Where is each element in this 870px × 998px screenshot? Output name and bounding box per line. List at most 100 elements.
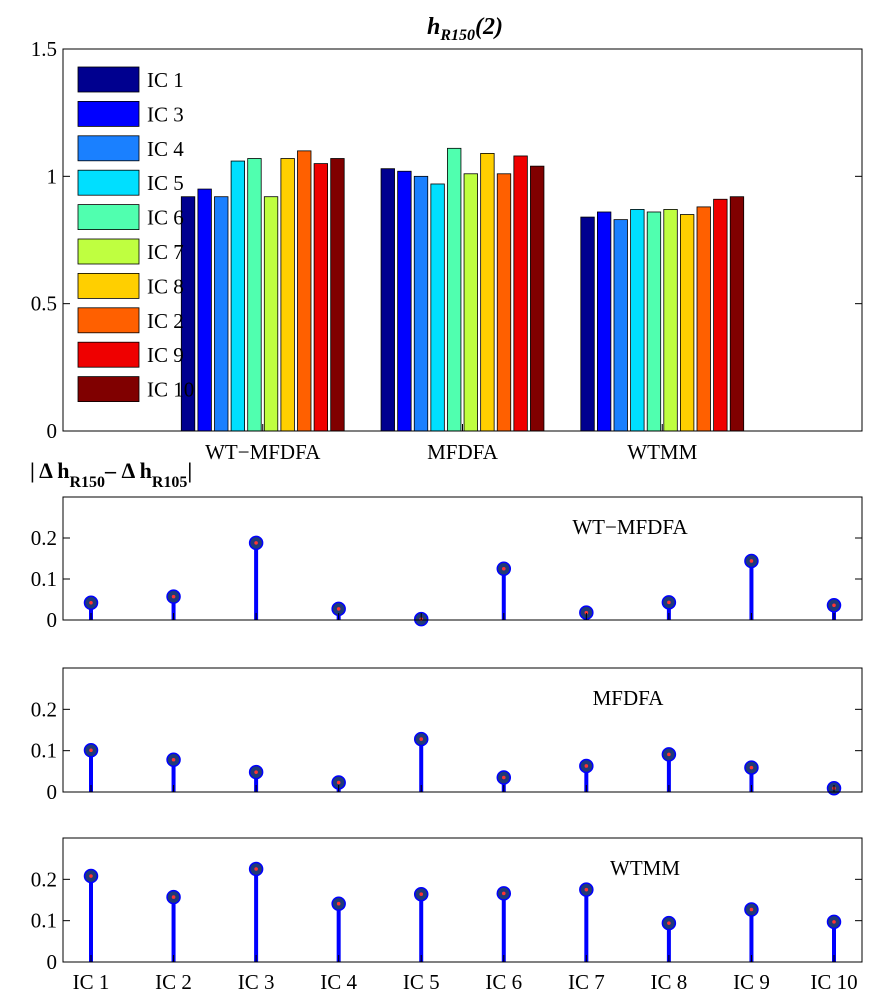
- legend-label-ic-4: IC 4: [147, 137, 184, 161]
- bar-xtick-label-wtmm: WTMM: [627, 440, 697, 464]
- stem-marker-dot: [254, 867, 258, 871]
- bar-ic-9-wtmm: [713, 198, 728, 432]
- stem-marker-dot: [667, 921, 671, 925]
- legend-label-ic-3: IC 3: [147, 102, 184, 126]
- legend-swatch-ic-4: [77, 135, 140, 162]
- stem-xtick-label-ic-7: IC 7: [568, 970, 605, 994]
- stem-ytick-label: 0.2: [31, 697, 57, 721]
- stem-marker-dot: [336, 607, 341, 611]
- stem-ytick-label: 0: [47, 780, 58, 804]
- bar-ic-5-wtmm: [630, 209, 645, 432]
- bar-plot-area: [63, 49, 862, 431]
- stem-marker-dot: [89, 600, 93, 605]
- stem-ytick-label: 0.1: [31, 739, 57, 763]
- legend-label-ic-9: IC 9: [147, 343, 184, 367]
- stem-marker-dot: [171, 757, 176, 762]
- bar-ic-10-mfdfa: [530, 165, 545, 432]
- stem-marker-dot: [501, 891, 506, 896]
- bar-ytick-label: 1: [47, 164, 58, 188]
- stem-marker-dot: [749, 765, 754, 770]
- stem-panel-wtmm: 0 0.1 0.2 WTMM: [31, 837, 863, 974]
- bar-ic-6-mfdfa: [447, 147, 462, 432]
- bar-ic-1-wtmm: [580, 216, 595, 432]
- stem-marker-dot: [667, 752, 671, 757]
- legend-swatch-ic-10: [77, 376, 140, 403]
- bar-ic-6-wt-mfdfa: [247, 158, 262, 432]
- legend-swatch-ic-7: [77, 238, 140, 265]
- stem-plot-frame: [62, 667, 863, 793]
- stem-xtick-label-ic-2: IC 2: [155, 970, 192, 994]
- legend-label-ic-10: IC 10: [147, 378, 194, 402]
- stem-ytick-label: 0.2: [31, 867, 57, 891]
- bar-chart-legend: IC 1 IC 3 IC 4 IC 5 IC 6 IC 7 IC 8 IC 2 IC 9 IC 1…: [77, 66, 194, 403]
- legend-swatch-ic-5: [77, 169, 140, 196]
- stem-plot-frame: [62, 837, 863, 963]
- stem-panel-title: MFDFA: [593, 686, 665, 710]
- bar-ic-10-wt-mfdfa: [330, 158, 345, 432]
- stem-xtick-label-ic-3: IC 3: [238, 970, 275, 994]
- stem-ytick-label: 0: [47, 950, 58, 974]
- stem-ytick-label: 0: [47, 608, 58, 632]
- bar-ic-8-wt-mfdfa: [280, 158, 295, 432]
- stem-xtick-label-ic-8: IC 8: [651, 970, 688, 994]
- legend-swatch-ic-2: [77, 307, 140, 334]
- stem-marker-dot: [336, 780, 341, 785]
- bar-xtick-label-wt-mfdfa: WT−MFDFA: [205, 440, 321, 464]
- bar-ic-4-mfdfa: [413, 175, 429, 432]
- bar-ic-9-mfdfa: [513, 155, 528, 432]
- bar-ytick-label: 1.5: [31, 37, 57, 61]
- stem-panel-title: WTMM: [610, 856, 680, 880]
- legend-label-ic-8: IC 8: [147, 274, 184, 298]
- stem-marker-dot: [584, 764, 589, 768]
- stem-marker-dot: [584, 887, 589, 892]
- stem-marker-dot: [89, 748, 93, 753]
- stem-marker-dot: [667, 600, 671, 605]
- stem-xtick-label-ic-10: IC 10: [810, 970, 857, 994]
- stem-panel-title: WT−MFDFA: [572, 515, 688, 539]
- bar-ic-7-wt-mfdfa: [263, 196, 279, 432]
- bar-ic-4-wt-mfdfa: [214, 196, 229, 432]
- stem-marker-dot: [171, 594, 176, 599]
- bar-ic-3-mfdfa: [397, 170, 412, 432]
- stem-marker-dot: [584, 610, 589, 615]
- legend-label-ic-2: IC 2: [147, 309, 184, 333]
- legend-swatch-ic-3: [77, 101, 140, 127]
- bar-ic-8-mfdfa: [480, 153, 495, 432]
- stem-xtick-label-ic-1: IC 1: [73, 970, 110, 994]
- legend-swatch-ic-9: [77, 341, 140, 368]
- bar-ic-10-wtmm: [729, 196, 745, 432]
- stem-xtick-label-ic-6: IC 6: [485, 970, 522, 994]
- stem-marker-dot: [832, 603, 836, 608]
- bar-ic-4-wtmm: [613, 219, 628, 432]
- stem-panel-mfdfa: 0 0.1 0.2 MFDFA: [31, 667, 863, 804]
- bar-ic-3-wt-mfdfa: [197, 188, 212, 432]
- stem-marker-dot: [749, 559, 754, 563]
- stem-marker-dot: [749, 907, 754, 912]
- bar-ic-1-mfdfa: [380, 168, 395, 432]
- stem-marker-dot: [501, 775, 506, 780]
- bar-ic-5-mfdfa: [430, 183, 445, 432]
- bar-ic-2-wtmm: [696, 206, 711, 432]
- stem-panel-wt-mfdfa: 0 0.1 0.2 WT−MFDFA: [31, 496, 863, 632]
- stem-ytick-label: 0.1: [31, 909, 57, 933]
- bar-ic-7-mfdfa: [463, 173, 478, 432]
- stem-xtick-label-ic-4: IC 4: [320, 970, 357, 994]
- bar-ic-6-wtmm: [646, 211, 662, 432]
- bar-ytick-label: 0.5: [31, 292, 57, 316]
- legend-swatch-ic-1: [77, 66, 140, 93]
- stem-x-ticks: IC 1 IC 2 IC 3 IC 4 IC 5 IC 6 IC 7 IC 8 IC 9 IC 1…: [73, 970, 858, 994]
- legend-label-ic-5: IC 5: [147, 171, 184, 195]
- bar-chart-title: hR150(2): [427, 14, 503, 44]
- legend-label-ic-1: IC 1: [147, 68, 184, 92]
- stem-marker-dot: [89, 874, 93, 878]
- legend-label-ic-6: IC 6: [147, 206, 184, 230]
- stem-plot-area: [63, 497, 862, 620]
- bar-ic-3-wtmm: [597, 211, 612, 432]
- stem-plot-area: [63, 668, 862, 792]
- stem-marker-dot: [171, 895, 176, 899]
- stem-marker-dot: [336, 901, 341, 906]
- stem-xtick-label-ic-9: IC 9: [733, 970, 770, 994]
- stem-ytick-label: 0.1: [31, 567, 57, 591]
- stem-ylabel: | Δ hR150– Δ hR105|: [30, 458, 192, 491]
